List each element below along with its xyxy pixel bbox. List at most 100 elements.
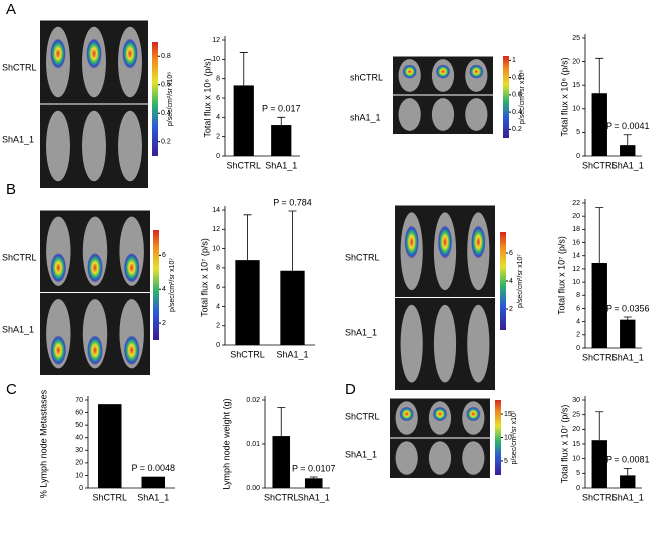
y-tick-label: 10 xyxy=(572,106,580,113)
x-tick-label: ShCTRL xyxy=(264,492,299,502)
y-tick-label: 0 xyxy=(576,153,580,160)
colorbar-label: p/sec/cm²/sr x10⁷ xyxy=(517,254,524,308)
colorbar-tick-label: 0.8 xyxy=(161,53,171,60)
y-tick-label: 0 xyxy=(576,485,580,492)
bar xyxy=(620,319,636,348)
colorbar-tick-label: 0.8 xyxy=(512,74,522,81)
y-tick-label: 10 xyxy=(212,245,220,252)
x-tick-label: ShCTRL xyxy=(92,492,127,502)
bar xyxy=(591,262,607,348)
y-tick-label: 4 xyxy=(576,318,580,325)
y-tick-label: 20 xyxy=(572,426,580,433)
y-tick-label: 0.01 xyxy=(246,441,260,448)
p-value: P = 0.784 xyxy=(273,197,312,207)
y-tick-label: 0.02 xyxy=(246,397,260,404)
y-tick-label: 8 xyxy=(216,265,220,272)
y-tick-label: 70 xyxy=(75,397,83,404)
colorbar xyxy=(500,232,506,330)
colorbar-label: p/sec/cm²/sr x10⁷ xyxy=(511,410,518,464)
x-tick-label: ShCTRL xyxy=(582,160,617,170)
bar xyxy=(141,476,165,488)
error-bar xyxy=(623,134,632,146)
y-tick-label: 5 xyxy=(576,470,580,477)
signal xyxy=(399,406,414,422)
y-tick-label: 6 xyxy=(216,95,220,102)
y-tick-label: 25 xyxy=(572,35,580,42)
colorbar-tick-label: 0.2 xyxy=(512,126,522,133)
signal xyxy=(87,335,103,366)
bar xyxy=(304,478,323,488)
x-tick-label: ShCTRL xyxy=(582,352,617,362)
colorbar-tick-label: 4 xyxy=(509,278,513,285)
bar xyxy=(280,270,305,345)
bar xyxy=(233,85,254,156)
colorbar xyxy=(153,230,159,340)
panel-label: C xyxy=(6,381,17,398)
mouse xyxy=(82,110,106,182)
mouse xyxy=(400,304,423,383)
y-tick-label: 4 xyxy=(216,114,220,121)
signal xyxy=(432,406,448,422)
image-label: ShCTRL xyxy=(2,62,37,72)
colorbar-tick-label: 6 xyxy=(162,252,166,259)
y-tick-label: 10 xyxy=(572,279,580,286)
y-axis-label: Total flux x 10⁷ (p/s) xyxy=(199,238,209,317)
y-tick-label: 50 xyxy=(75,422,83,429)
y-tick-label: 18 xyxy=(572,226,580,233)
signal xyxy=(404,225,419,259)
y-tick-label: 2 xyxy=(216,323,220,330)
signal xyxy=(402,64,417,79)
colorbar-label: p/sec/cm²/sr x10⁶ xyxy=(167,72,174,126)
signal xyxy=(86,38,102,69)
y-axis-label: % Lymph node Metastases xyxy=(38,389,48,498)
error-bar xyxy=(309,476,318,479)
x-tick-label: ShCTRL xyxy=(230,349,265,359)
colorbar-tick-label: 0.6 xyxy=(512,92,522,99)
signal xyxy=(471,225,486,259)
y-tick-label: 6 xyxy=(216,284,220,291)
y-tick-label: 8 xyxy=(576,292,580,299)
colorbar-label: p/sec/cm²/sr x10⁶ xyxy=(519,70,526,124)
y-tick-label: 10 xyxy=(212,56,220,63)
signal xyxy=(469,64,484,79)
x-tick-label: ShA1_1 xyxy=(276,349,308,359)
image-label: ShCTRL xyxy=(2,252,37,262)
signal xyxy=(122,38,138,69)
error-bar xyxy=(623,467,632,476)
signal xyxy=(466,406,481,422)
bar xyxy=(620,145,636,156)
y-tick-label: 16 xyxy=(572,239,580,246)
colorbar xyxy=(152,42,158,156)
y-axis-label: Total flux x 10⁶ (p/s) xyxy=(559,57,569,136)
image-label: ShA1_1 xyxy=(2,324,34,334)
error-bar xyxy=(288,210,297,271)
y-tick-label: 20 xyxy=(572,58,580,65)
colorbar-tick-label: 2 xyxy=(509,306,513,313)
y-tick-label: 14 xyxy=(572,253,580,260)
y-tick-label: 0 xyxy=(216,153,220,160)
signal xyxy=(50,335,67,366)
p-value: P = 0.0041 xyxy=(606,121,650,131)
y-tick-label: 12 xyxy=(572,266,580,273)
mouse xyxy=(46,110,70,182)
bar xyxy=(591,93,607,156)
bar xyxy=(591,440,607,488)
signal xyxy=(435,64,451,79)
colorbar xyxy=(495,400,501,475)
y-tick-label: 12 xyxy=(212,37,220,44)
p-value: P = 0.0048 xyxy=(131,463,175,473)
panel-label: D xyxy=(345,381,356,398)
y-tick-label: 10 xyxy=(75,472,83,479)
y-tick-label: 0 xyxy=(216,342,220,349)
x-tick-label: ShA1_1 xyxy=(612,352,644,362)
y-tick-label: 2 xyxy=(216,134,220,141)
y-tick-label: 10 xyxy=(572,456,580,463)
p-value: P = 0.0356 xyxy=(606,303,650,313)
image-label: ShCTRL xyxy=(345,252,380,262)
mouse xyxy=(428,441,452,475)
y-axis-label: Lymph node weight (g) xyxy=(221,398,231,489)
colorbar-tick-label: 0.4 xyxy=(161,110,171,117)
y-tick-label: 5 xyxy=(576,129,580,136)
x-tick-label: ShA1_1 xyxy=(612,160,644,170)
